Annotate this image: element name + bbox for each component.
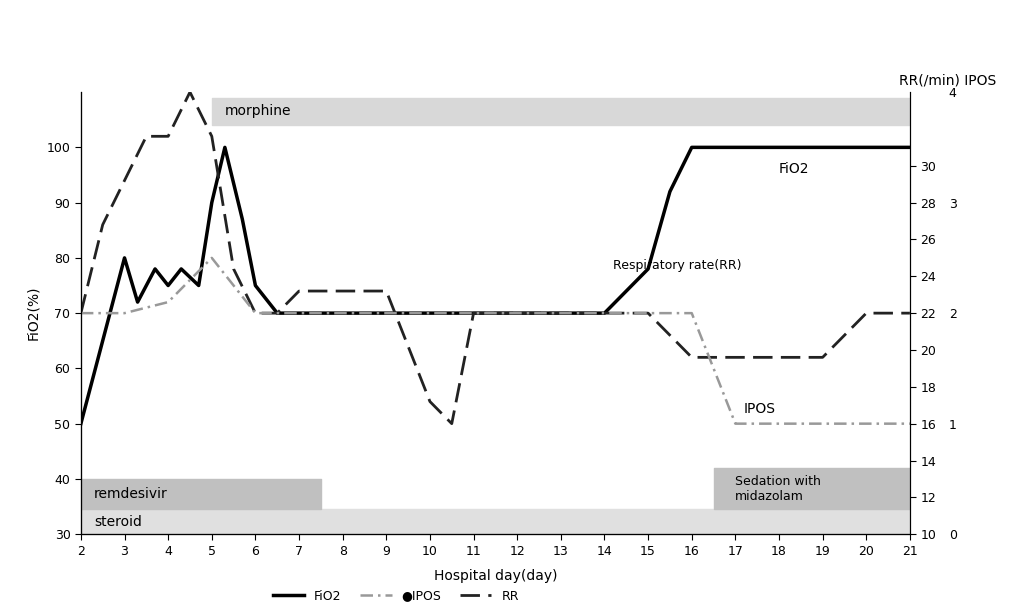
Text: steroid: steroid [94,515,142,529]
Text: Sedation with
midazolam: Sedation with midazolam [735,475,821,503]
Text: FiO2: FiO2 [779,163,810,176]
Legend: FiO2, ●IPOS, RR: FiO2, ●IPOS, RR [268,585,524,607]
Text: morphine: morphine [224,104,291,119]
Y-axis label: FiO2(%): FiO2(%) [25,286,39,340]
Text: Respiratory rate(RR): Respiratory rate(RR) [614,259,742,272]
Text: RR(/min) IPOS: RR(/min) IPOS [899,74,996,88]
Text: remdesivir: remdesivir [94,487,168,501]
X-axis label: Hospital day(day): Hospital day(day) [434,569,557,583]
Text: IPOS: IPOS [744,402,776,416]
